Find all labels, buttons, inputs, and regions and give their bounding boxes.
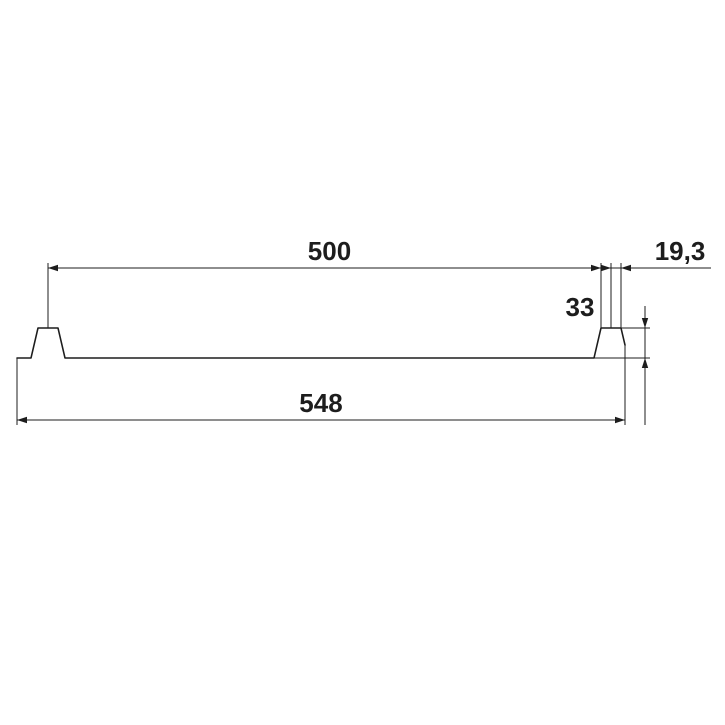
drawing-svg: 500 548 19,3 33	[0, 0, 725, 725]
dim-500-label: 500	[308, 236, 351, 266]
dim-548-label: 548	[299, 388, 342, 418]
drawing-background	[0, 0, 725, 725]
dim-33-label: 33	[566, 292, 595, 322]
dim-19-3-label: 19,3	[655, 236, 706, 266]
technical-drawing: 500 548 19,3 33	[0, 0, 725, 725]
